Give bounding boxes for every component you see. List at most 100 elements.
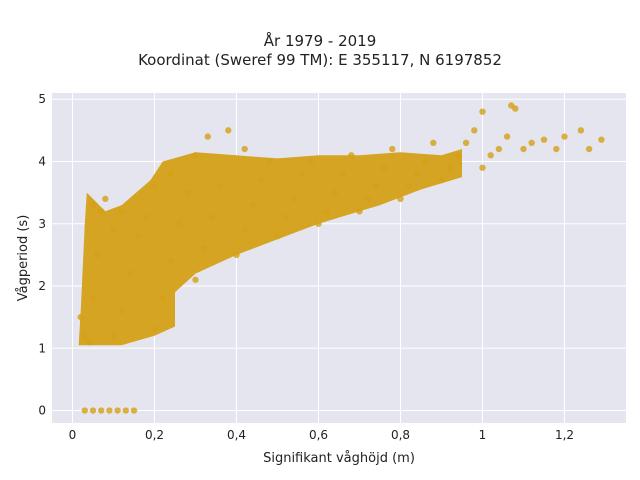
data-point [405,183,412,190]
y-tick-label: 3 [38,217,46,231]
data-point [512,105,519,112]
data-point [192,276,199,283]
data-point [151,326,158,333]
data-point [479,108,486,115]
data-point [233,251,240,259]
data-point [282,214,289,221]
data-point [331,189,339,196]
data-point [81,332,89,340]
data-point [204,133,211,140]
data-point [462,139,470,147]
data-point [93,251,101,259]
x-tick-labels: 0 0,2 0,4 0,6 0,8 1 1,2 [69,428,574,442]
data-point [134,233,142,240]
data-point [339,170,347,178]
data-point [438,176,445,184]
data-point [315,220,322,227]
y-tick-label: 5 [38,92,46,106]
data-point [192,152,199,159]
data-point [89,407,97,414]
y-tick-labels: 0 1 2 3 4 5 [38,92,46,417]
x-tick-label: 0,6 [309,428,328,442]
x-tick-label: 0,4 [227,428,246,442]
data-point [167,257,175,265]
data-point [364,195,371,203]
y-tick-label: 1 [38,341,46,355]
data-point [323,208,330,215]
data-point [118,208,125,215]
data-point [471,127,478,134]
data-point [380,164,388,171]
data-points [77,102,605,414]
data-point [106,407,113,414]
data-point [298,170,306,178]
data-point [241,145,248,153]
data-point [257,176,265,184]
data-point [454,152,462,159]
data-point [126,270,134,277]
data-point [89,201,97,209]
data-point [520,145,527,153]
data-point [122,407,129,414]
chart-title: År 1979 - 2019 [263,32,377,50]
data-point [167,170,175,178]
data-point [241,226,248,234]
data-point [200,245,207,252]
data-point [495,145,503,153]
data-point [356,208,363,215]
data-point [98,208,105,215]
data-point [528,139,535,147]
data-point [479,164,486,171]
data-point [114,407,121,414]
data-point [266,158,273,165]
data-point [274,233,281,240]
y-tick-label: 2 [38,279,46,293]
data-point [110,226,117,234]
data-point [503,133,511,140]
data-point [81,407,89,414]
data-point [102,195,109,203]
data-point [307,158,314,165]
y-tick-label: 4 [38,154,46,168]
data-point [561,133,568,140]
data-point [175,220,183,227]
data-point [216,183,224,190]
data-point [372,183,380,190]
x-tick-label: 0,8 [391,428,410,442]
x-tick-label: 0 [69,428,77,442]
data-point [159,295,166,302]
data-point [98,407,105,414]
data-point [143,214,150,221]
data-point [184,189,191,196]
data-point [151,183,158,190]
x-tick-label: 1 [479,428,487,442]
x-tick-label: 0,2 [145,428,164,442]
data-point [577,127,585,134]
data-point [585,145,593,153]
data-point [118,307,125,315]
data-point [77,313,84,321]
data-point [225,127,232,134]
data-point [540,136,548,143]
data-point [208,214,216,221]
data-point [110,332,117,340]
y-axis-label: Vågperiod (s) [16,215,31,302]
data-point [130,407,138,414]
data-point [85,338,93,346]
x-axis-label: Signifikant våghöjd (m) [263,451,415,466]
data-point [487,152,494,159]
x-tick-label: 1,2 [555,428,574,442]
data-point [290,195,298,203]
data-point [553,145,560,153]
data-point [413,170,421,178]
data-point [348,152,355,159]
chart-subtitle: Koordinat (Sweref 99 TM): E 355117, N 61… [138,51,502,69]
data-point [89,295,97,302]
data-point [389,145,396,153]
data-point [598,136,605,143]
data-point [249,201,257,209]
data-point [430,139,437,147]
data-point [446,164,453,171]
data-point [397,195,404,203]
